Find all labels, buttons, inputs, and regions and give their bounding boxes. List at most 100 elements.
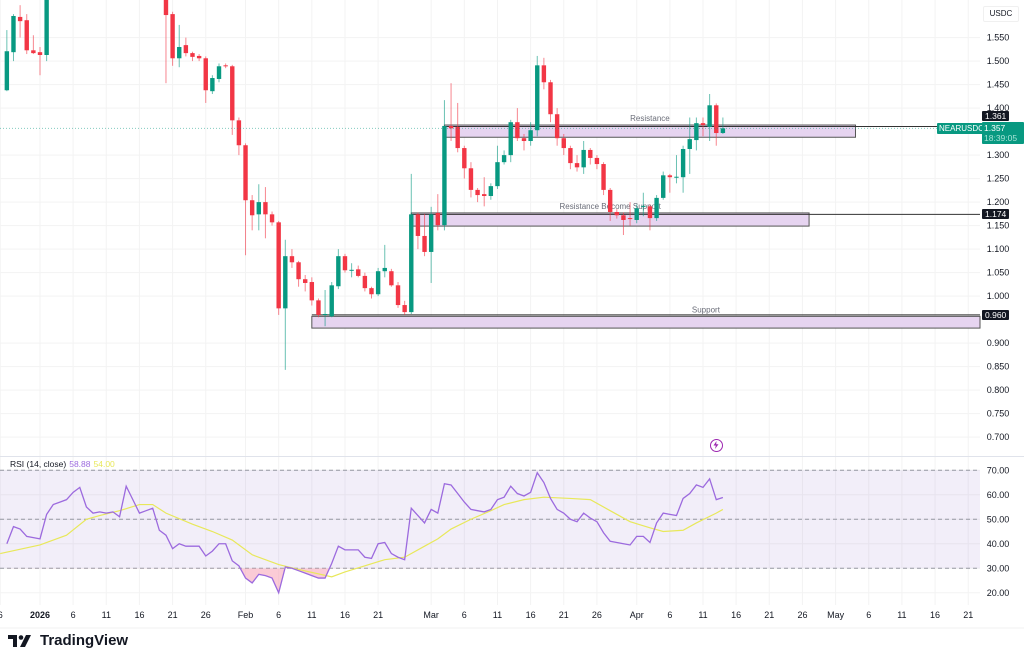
candle-body <box>263 202 268 215</box>
time-tick-label: 26 <box>797 610 807 620</box>
candle <box>515 108 520 142</box>
time-tick-label: 6 <box>276 610 281 620</box>
price-tick-label: 1.300 <box>987 150 1010 160</box>
price-tick-label: 1.550 <box>987 33 1010 43</box>
candle-body <box>654 197 659 219</box>
time-tick-label: 21 <box>168 610 178 620</box>
resistance-support-price-badge: 1.174 <box>982 209 1010 220</box>
candle-body <box>442 125 447 226</box>
currency-label[interactable]: USDC <box>983 6 1019 22</box>
rsi-tick-label: 70.00 <box>987 465 1010 475</box>
lightning-icon[interactable] <box>710 439 723 452</box>
candle-body <box>548 82 553 115</box>
candle-body <box>435 212 440 226</box>
candle-body <box>661 175 666 198</box>
candle <box>203 56 208 103</box>
candle-body <box>680 149 686 178</box>
candle-body <box>601 164 606 190</box>
time-tick-label: 6 <box>667 610 672 620</box>
candle-body <box>594 157 600 165</box>
candle <box>521 133 527 151</box>
candle <box>508 119 513 163</box>
candle-body <box>163 0 169 16</box>
candle <box>283 239 288 370</box>
bar-countdown: 18:39:05 <box>984 133 1018 144</box>
price-tick-label: 1.500 <box>987 56 1010 66</box>
candle-body <box>667 175 673 178</box>
candle <box>720 117 726 134</box>
candle-body <box>223 65 228 67</box>
candle-body <box>422 235 427 252</box>
candle <box>289 249 295 268</box>
candle <box>402 300 407 315</box>
rsi-value: 58.88 <box>69 459 91 469</box>
candle-body <box>588 149 593 158</box>
time-tick-label: 11 <box>897 610 906 620</box>
candle-body <box>210 78 215 92</box>
rsi-tick-label: 20.00 <box>987 588 1010 598</box>
candle-body <box>322 313 328 315</box>
candle-body <box>501 155 507 163</box>
rsi-legend[interactable]: RSI (14, close) 58.88 54.00 <box>10 459 115 469</box>
candle <box>548 79 553 123</box>
candle-body <box>395 285 401 306</box>
candle-body <box>720 128 726 134</box>
time-tick-label: 16 <box>340 610 350 620</box>
time-tick-label: 21 <box>373 610 383 620</box>
candle-body <box>183 45 189 54</box>
candle-body <box>614 211 620 216</box>
candle-body <box>707 105 712 127</box>
candle <box>667 173 673 193</box>
candle-body <box>382 267 387 272</box>
candle <box>647 204 653 231</box>
candle-body <box>336 256 341 287</box>
candle-body <box>700 123 706 126</box>
candle <box>356 265 361 278</box>
candle <box>4 30 10 92</box>
candle <box>17 5 23 38</box>
candle <box>495 145 500 189</box>
rsi-tick-label: 30.00 <box>987 563 1010 573</box>
candle <box>276 220 281 315</box>
tradingview-logo[interactable]: TradingView <box>8 632 128 649</box>
candle-body <box>462 148 467 169</box>
brand-name: TradingView <box>40 632 129 649</box>
candle-body <box>216 66 222 79</box>
candle-body <box>687 139 692 150</box>
candle-body <box>276 222 281 309</box>
candle <box>216 63 222 83</box>
candle-body <box>634 208 639 220</box>
candle-body <box>389 271 394 286</box>
candle-body <box>196 55 202 59</box>
candle <box>349 263 354 278</box>
rsi-ma-value: 54.00 <box>93 459 115 469</box>
candle-body <box>375 271 381 295</box>
zone-label: Support <box>692 305 721 314</box>
time-tick-label: 16 <box>526 610 536 620</box>
candle-body <box>356 269 361 276</box>
candle-body <box>455 126 460 149</box>
candle-body <box>554 114 560 139</box>
price-tick-label: 1.200 <box>987 197 1010 207</box>
candle-body <box>627 218 633 220</box>
last-price-value: 1.357 <box>984 123 1006 134</box>
time-tick-label: 16 <box>930 610 940 620</box>
rsi-tick-label: 40.00 <box>987 539 1010 549</box>
candle <box>528 122 533 146</box>
candle-body <box>11 15 16 53</box>
candle <box>707 94 712 142</box>
tradingview-logo-icon <box>8 634 31 647</box>
candle-body <box>269 214 275 223</box>
candle <box>488 183 494 200</box>
candle <box>369 286 374 299</box>
candle <box>243 143 248 256</box>
time-tick-label: 16 <box>134 610 144 620</box>
candle <box>183 37 189 57</box>
candle <box>607 188 613 221</box>
candle <box>422 213 427 257</box>
time-tick-label: 16 <box>731 610 741 620</box>
rsi-tick-label: 50.00 <box>987 514 1010 524</box>
candle <box>210 75 215 95</box>
candle-body <box>303 279 308 283</box>
